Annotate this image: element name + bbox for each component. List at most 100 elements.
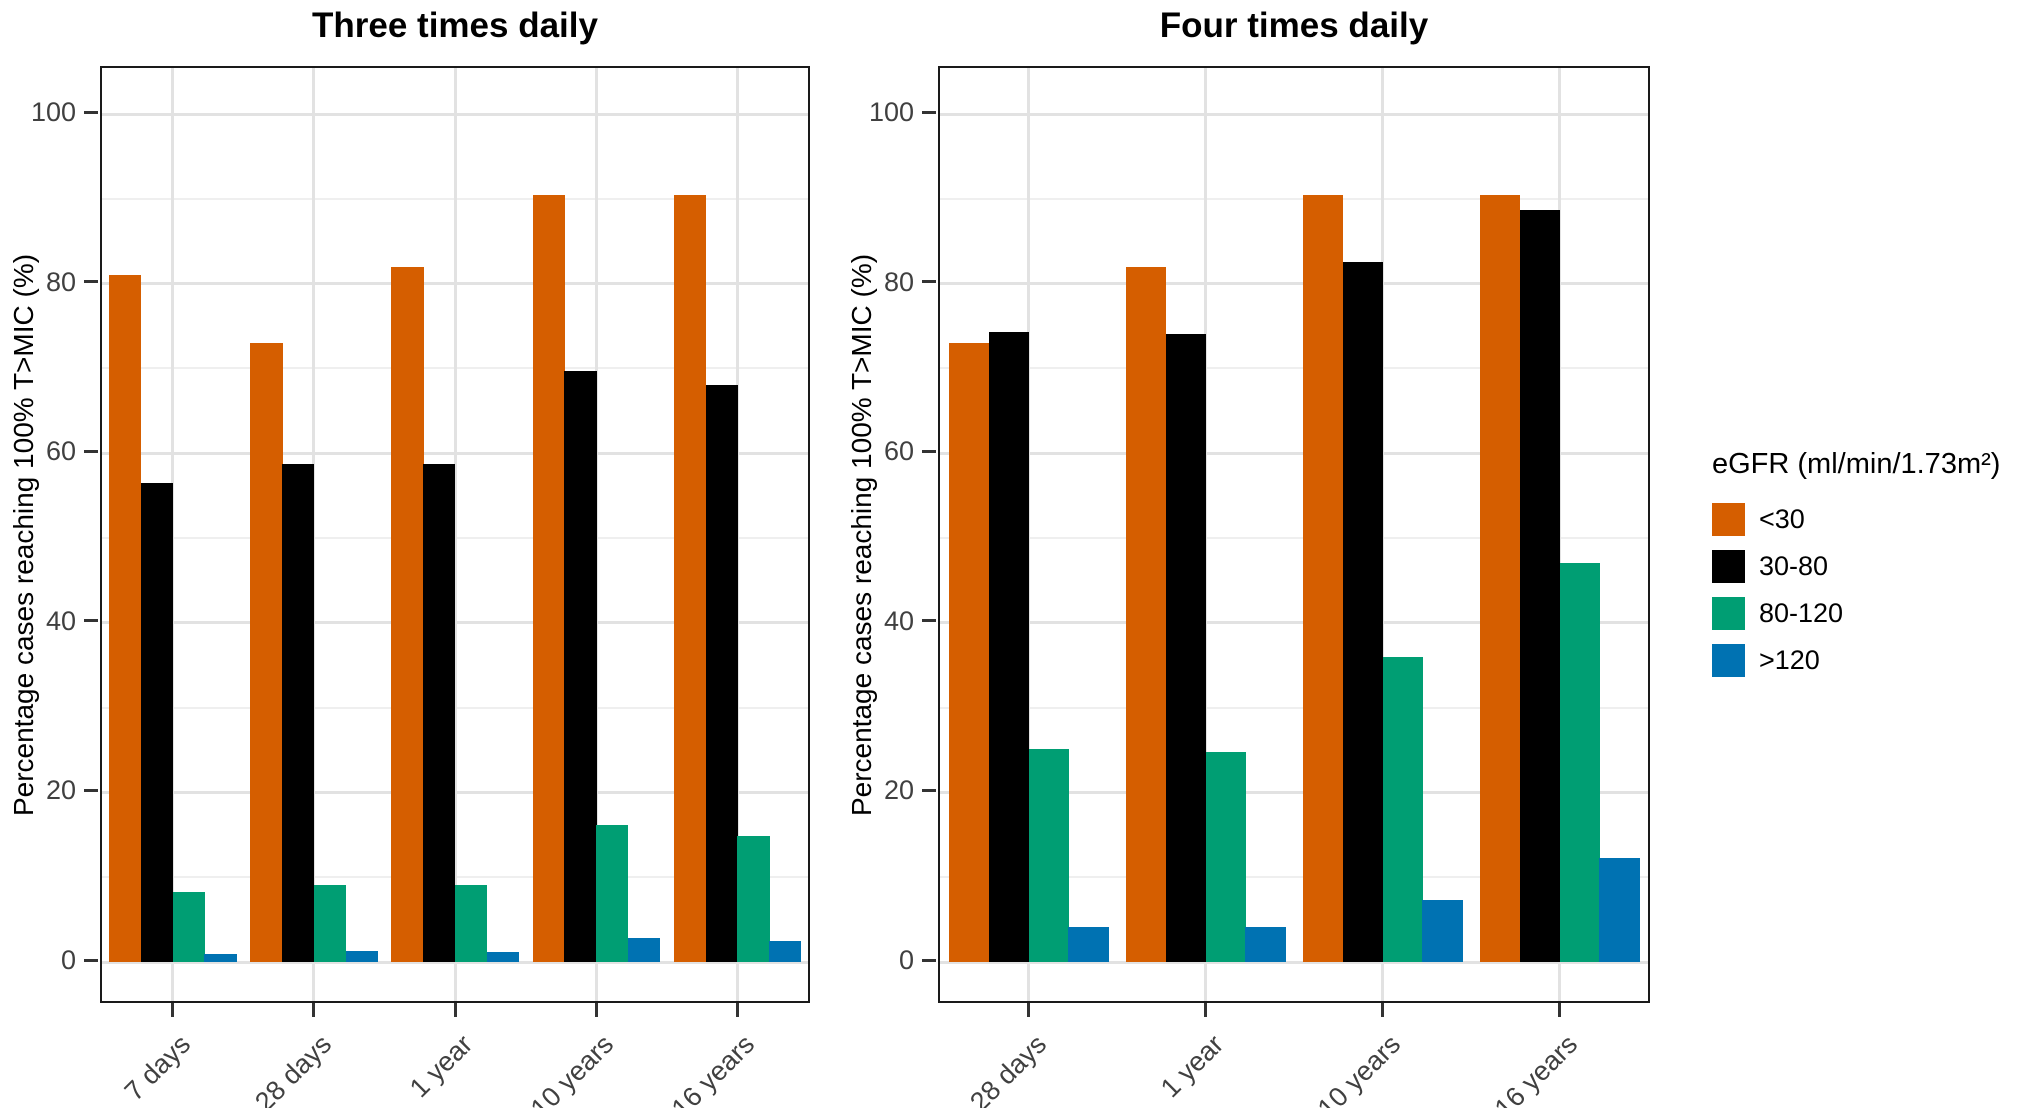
y-tick-label: 40 (45, 605, 76, 636)
legend-entry-label: <30 (1759, 504, 1805, 534)
y-tick-label: 100 (868, 97, 914, 127)
y-tick-mark (922, 619, 936, 623)
legend-swatch (1712, 644, 1745, 677)
legend-entry-label: 30-80 (1759, 551, 1829, 581)
legend-entry: >120 (1712, 644, 2000, 677)
gridline-major (940, 790, 1648, 794)
x-tick-mark (171, 1003, 175, 1017)
y-tick-mark (84, 619, 98, 623)
legend-entry: 80-120 (1712, 597, 2000, 630)
y-tick-mark (922, 110, 936, 114)
bar (1382, 656, 1423, 962)
chart-title: Four times daily (1159, 6, 1429, 45)
y-tick-label: 0 (60, 945, 76, 975)
bar (1302, 195, 1344, 962)
x-tick-mark (1381, 1003, 1384, 1017)
y-tick-mark (922, 280, 936, 284)
y-tick-label: 60 (883, 436, 914, 467)
x-tick-label: 7 days (118, 1029, 196, 1107)
y-tick-mark (922, 958, 936, 962)
bar (596, 825, 629, 962)
legend-title: eGFR (ml/min/1.73m²) (1712, 448, 2001, 480)
gridline-major (940, 112, 1648, 116)
bar (250, 342, 283, 962)
x-tick-mark (453, 1003, 457, 1017)
legend-entry: <30 (1712, 503, 2000, 536)
gridline-minor (940, 197, 1648, 200)
y-tick-label: 40 (883, 605, 914, 636)
x-tick-label: 16 years (1488, 1029, 1583, 1108)
bar (172, 891, 205, 962)
y-tick-mark (84, 788, 98, 792)
bar (282, 464, 315, 962)
bar (109, 275, 142, 962)
legend-entries: <30 30-80 80-120 >120 (1712, 503, 2000, 677)
bar (737, 836, 770, 962)
x-tick-mark (735, 1003, 739, 1017)
bar (948, 342, 990, 962)
gridline-minor (940, 876, 1648, 879)
y-tick-mark (84, 280, 98, 284)
bar (1519, 209, 1560, 962)
bar (455, 884, 488, 962)
bar (1422, 900, 1463, 962)
bar (204, 953, 237, 962)
x-tick-label: 1 year (1154, 1029, 1229, 1104)
bar (391, 266, 424, 962)
gridline-minor (940, 367, 1648, 370)
x-tick-mark (1027, 1003, 1030, 1017)
bar (673, 195, 707, 962)
y-tick-label: 20 (883, 775, 914, 806)
y-tick-label: 20 (45, 775, 76, 806)
bar (423, 464, 456, 962)
bar (486, 951, 520, 962)
y-tick-mark (84, 110, 98, 114)
bar (564, 370, 597, 962)
gridline-major (940, 451, 1648, 455)
y-axis-label: Percentage cases reaching 100% T>MIC (%) (846, 253, 877, 816)
bar (1559, 563, 1600, 962)
legend-entry-label: >120 (1759, 645, 1820, 675)
legend-entry: 30-80 (1712, 550, 2000, 583)
y-tick-label: 0 (898, 945, 914, 975)
x-tick-mark (594, 1003, 598, 1017)
bar (1028, 749, 1069, 962)
x-tick-label: 10 years (1311, 1029, 1406, 1108)
legend-swatch (1712, 503, 1745, 536)
bar (769, 940, 802, 962)
gridline-major (940, 621, 1648, 625)
y-tick-label: 80 (883, 266, 914, 297)
bar (1342, 261, 1383, 962)
gridline-minor (940, 706, 1648, 709)
chart-title: Three times daily (312, 6, 598, 45)
bar (140, 482, 174, 962)
bar (1205, 751, 1246, 962)
legend-swatch (1712, 550, 1745, 583)
x-tick-mark (1204, 1003, 1207, 1017)
x-tick-mark (312, 1003, 316, 1017)
legend: eGFR (ml/min/1.73m²) <30 30-80 80-120 >120 (1712, 448, 2000, 691)
x-tick-mark (1558, 1003, 1561, 1017)
bar (627, 938, 661, 962)
gridline-major (940, 282, 1648, 286)
bar (532, 195, 565, 962)
gridline-major (940, 960, 1648, 964)
bar (988, 331, 1029, 962)
bar (1479, 195, 1521, 962)
gridline-minor (940, 537, 1648, 539)
y-tick-mark (84, 958, 98, 962)
legend-swatch (1712, 597, 1745, 630)
plot-panel (938, 66, 1650, 1003)
y-tick-mark (84, 449, 98, 453)
y-tick-label: 60 (45, 436, 76, 467)
bar (1245, 927, 1286, 962)
plot-panel (100, 66, 810, 1003)
x-tick-label: 28 days (963, 1029, 1052, 1108)
legend-entry-label: 80-120 (1759, 598, 1844, 628)
bar (1068, 927, 1109, 962)
bar (1165, 334, 1206, 962)
y-tick-label: 80 (45, 266, 76, 297)
y-tick-mark (922, 449, 936, 453)
y-tick-mark (922, 788, 936, 792)
